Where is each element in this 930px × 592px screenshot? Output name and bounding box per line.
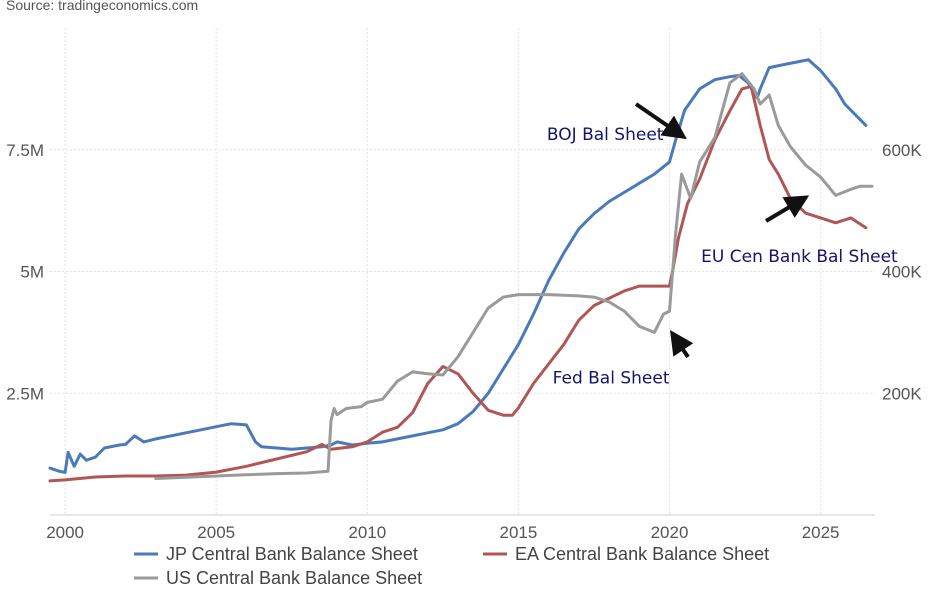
legend[interactable]: JP Central Bank Balance Sheet EA Central …	[134, 544, 769, 588]
legend-label: JP Central Bank Balance Sheet	[166, 544, 418, 564]
y-right-tick-label: 200K	[882, 384, 922, 403]
legend-label: EA Central Bank Balance Sheet	[515, 544, 769, 564]
x-tick-label: 2010	[348, 523, 386, 542]
legend-item-us[interactable]: US Central Bank Balance Sheet	[134, 568, 422, 588]
y-axis-right: 200K 400K 600K	[882, 141, 922, 404]
y-left-tick-label: 7.5M	[6, 141, 44, 160]
series-line-ea	[48, 84, 868, 483]
x-axis: 2000 2005 2010 2015 2020 2025	[46, 523, 839, 542]
annotation-boj: BOJ Bal Sheet	[547, 125, 664, 145]
arrow-eu	[764, 195, 810, 223]
arrow-boj	[634, 102, 687, 140]
legend-label: US Central Bank Balance Sheet	[166, 568, 422, 588]
y-right-tick-label: 400K	[882, 263, 922, 282]
y-axis-left: 2.5M 5M 7.5M	[6, 141, 44, 404]
series-line-us	[154, 72, 874, 480]
x-tick-label: 2015	[499, 523, 537, 542]
grid	[50, 28, 875, 515]
x-tick-label: 2020	[651, 523, 689, 542]
y-left-tick-label: 5M	[20, 263, 44, 282]
series-group	[48, 58, 874, 483]
legend-item-ea[interactable]: EA Central Bank Balance Sheet	[483, 544, 769, 564]
source-text: Source: tradingeconomics.com	[6, 0, 199, 13]
x-tick-label: 2000	[46, 523, 84, 542]
y-right-tick-label: 600K	[882, 141, 922, 160]
x-tick-label: 2005	[197, 523, 235, 542]
x-tick-label: 2025	[802, 523, 840, 542]
y-left-tick-label: 2.5M	[6, 384, 44, 403]
annotation-eu: EU Cen Bank Bal Sheet	[701, 247, 898, 267]
annotation-fed: Fed Bal Sheet	[553, 369, 670, 389]
annotations: BOJ Bal Sheet EU Cen Bank Bal Sheet Fed Ba…	[547, 102, 898, 389]
legend-item-jp[interactable]: JP Central Bank Balance Sheet	[134, 544, 418, 564]
arrow-fed	[670, 330, 694, 359]
